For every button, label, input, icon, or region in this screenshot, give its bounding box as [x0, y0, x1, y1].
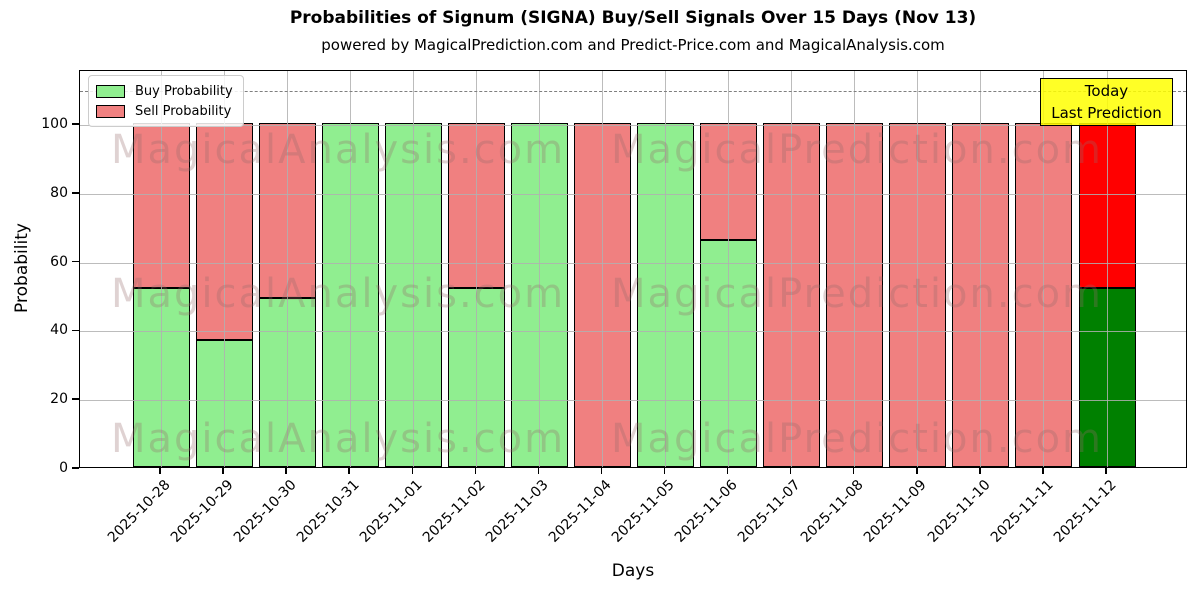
x-tick [663, 468, 666, 474]
x-tick [852, 468, 855, 474]
x-tick-label: 2025-11-01 [356, 477, 426, 546]
x-tick [979, 468, 981, 474]
x-tick-label: 2025-11-09 [861, 477, 931, 546]
gridline-horizontal [80, 262, 1186, 264]
y-tick-label: 60 [50, 253, 68, 270]
y-tick-label: 20 [50, 391, 68, 408]
legend-label-buy: Buy Probability [135, 83, 233, 99]
x-tick [537, 468, 540, 474]
x-tick [916, 468, 918, 474]
dashed-threshold-line [80, 90, 1186, 92]
buy-swatch-icon [96, 84, 125, 98]
gridline-vertical [917, 71, 919, 467]
gridline-vertical [1106, 71, 1108, 467]
today-annotation-line1: Today [1084, 82, 1129, 100]
y-tick [72, 192, 79, 194]
legend: Buy Probability Sell Probability [88, 75, 244, 127]
x-tick [600, 468, 603, 474]
chart-title: Probabilities of Signum (SIGNA) Buy/Sell… [289, 8, 977, 28]
x-tick-label: 2025-10-29 [167, 477, 237, 546]
y-tick [72, 398, 79, 400]
x-tick-label: 2025-10-30 [230, 477, 300, 546]
gridline-vertical [286, 71, 288, 467]
x-tick-label: 2025-11-03 [482, 477, 552, 546]
y-tick-label: 0 [59, 460, 68, 476]
gridline-vertical [665, 71, 667, 467]
y-tick-label: 80 [50, 184, 68, 201]
x-tick [222, 468, 224, 474]
gridline-horizontal [80, 125, 1186, 126]
today-annotation-line2: Last Prediction [1051, 104, 1162, 122]
x-tick [726, 468, 729, 474]
gridline-horizontal [80, 400, 1186, 402]
gridline-vertical [160, 71, 162, 467]
x-tick [474, 468, 477, 474]
y-tick [72, 329, 79, 332]
gridline-vertical [980, 71, 982, 467]
today-annotation: Today Last Prediction [1040, 78, 1173, 126]
gridline-vertical [791, 71, 793, 467]
legend-label-sell: Sell Probability [135, 103, 232, 119]
x-tick-label: 2025-11-10 [924, 477, 994, 546]
gridline-horizontal [80, 331, 1186, 333]
x-tick [411, 468, 414, 474]
x-tick-label: 2025-11-11 [987, 477, 1057, 546]
y-tick-label: 40 [50, 322, 68, 339]
gridline-vertical [538, 71, 540, 467]
x-axis-label: Days [611, 561, 655, 581]
x-tick-label: 2025-10-28 [104, 477, 174, 546]
x-tick [1105, 468, 1107, 474]
legend-entry-sell: Sell Probability [96, 101, 233, 121]
gridline-vertical [854, 71, 856, 467]
x-tick [348, 468, 350, 474]
gridline-vertical [601, 71, 603, 467]
x-tick-label: 2025-11-02 [419, 477, 489, 546]
y-tick [72, 467, 79, 469]
y-tick [72, 260, 79, 263]
gridline-vertical [349, 71, 351, 467]
x-tick-label: 2025-11-07 [735, 477, 804, 546]
gridline-vertical [475, 71, 477, 467]
x-tick-label: 2025-11-12 [1050, 477, 1120, 546]
y-tick [72, 123, 79, 125]
gridline-horizontal [80, 193, 1186, 195]
sell-swatch-icon [96, 104, 125, 118]
gridline-vertical [412, 71, 414, 467]
legend-entry-buy: Buy Probability [96, 81, 233, 101]
x-tick-label: 2025-11-04 [545, 477, 615, 546]
plot-area: MagicalAnalysis.com MagicalPrediction.com… [79, 70, 1187, 468]
x-tick-label: 2025-11-06 [672, 477, 741, 546]
x-tick-label: 2025-10-31 [293, 477, 363, 546]
x-tick [1042, 468, 1044, 474]
gridline-vertical [223, 71, 225, 467]
gridline-vertical [1043, 71, 1045, 467]
x-tick [285, 468, 287, 474]
y-tick-label: 100 [41, 116, 68, 132]
x-tick [159, 468, 161, 474]
x-tick [789, 468, 792, 474]
gridline-vertical [728, 71, 730, 467]
chart-subtitle: powered by MagicalPrediction.com and Pre… [321, 36, 945, 54]
x-tick-label: 2025-11-08 [798, 477, 868, 546]
x-tick-label: 2025-11-05 [609, 477, 678, 546]
